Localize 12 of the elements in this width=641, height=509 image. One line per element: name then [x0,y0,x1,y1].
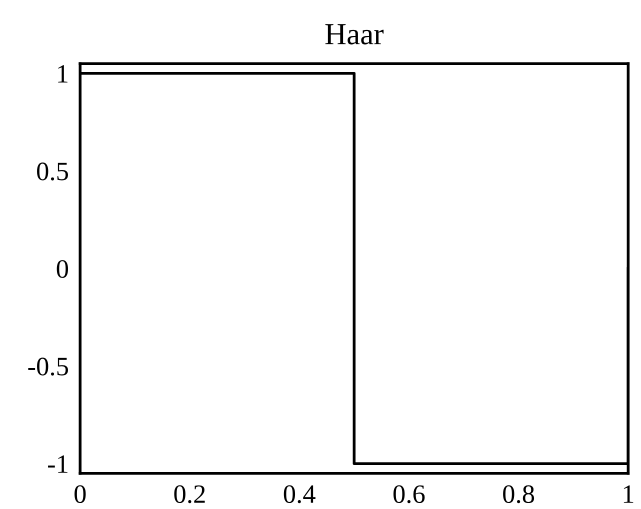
x-tick-label: 0.6 [393,485,425,504]
chart-title: Haar [325,24,384,44]
y-tick-label: 0 [56,260,68,278]
x-tick-label: 0.2 [174,485,205,504]
x-tick-label: 0.8 [503,485,534,504]
y-tick-label: -1 [48,455,68,473]
y-tick-label: 0.5 [37,162,68,180]
x-tick-label: 0 [74,485,86,504]
y-tick-label: -0.5 [28,358,68,376]
x-tick-label: 1 [624,485,634,503]
x-tick-label: 0.4 [284,485,316,504]
y-tick-label: 1 [58,65,68,83]
